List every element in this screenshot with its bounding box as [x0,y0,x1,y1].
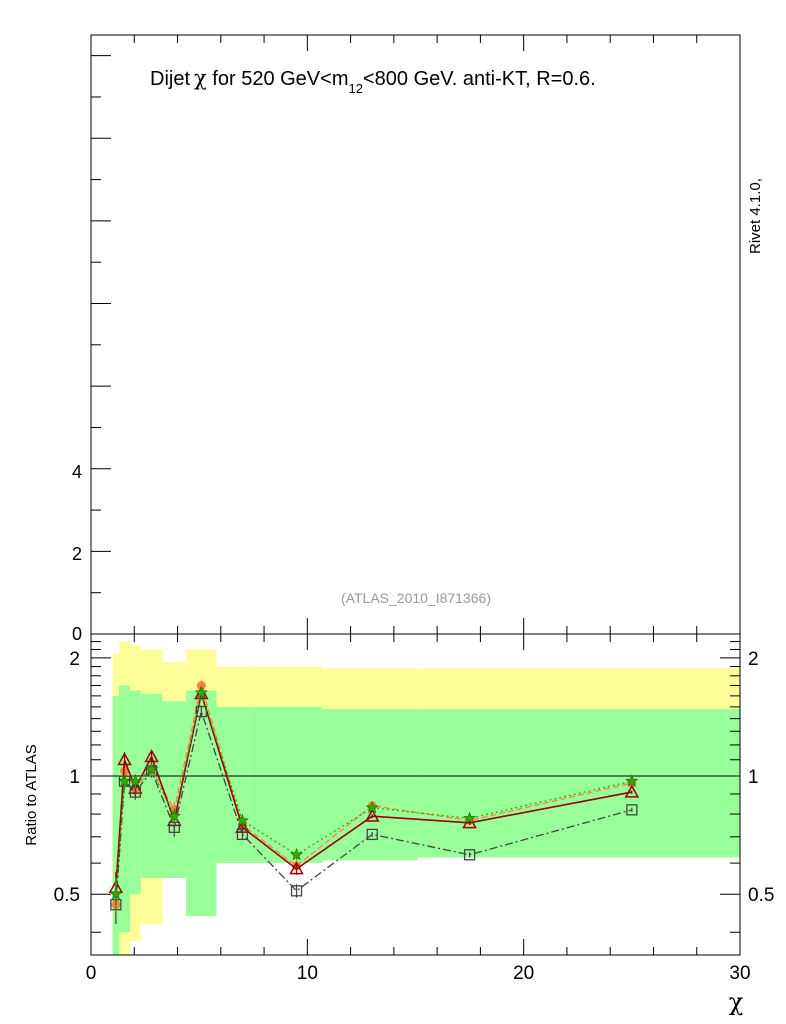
ratio-x-tick-label: 0 [86,963,97,984]
ratio-y-tick-label-left: 2 [69,649,80,670]
ratio-y-tick-label-right: 0.5 [748,885,774,906]
series-point-star [463,811,477,824]
main-panel-frame [90,34,741,635]
series-point-triangle [364,808,380,822]
series-point-square [366,828,378,841]
main-y-tick-label-4: 4 [72,462,82,482]
series-point-star [194,685,208,699]
series-point-square [626,804,638,816]
series-point-star [118,774,131,787]
ratio-x-tick-label: 10 [297,963,318,984]
series-point-star [109,887,123,900]
series-point-star [365,800,379,814]
series-point-square [463,849,476,861]
ratio-y-tick-label-right: 1 [748,767,759,788]
band-inner-bin [248,706,323,864]
series-point-square [195,705,207,718]
series-point-triangle [289,861,304,875]
band-inner-bin [322,709,418,861]
ratio-x-tick-label: 20 [513,963,534,984]
series-point-dot [196,681,206,691]
ratio-ticks [90,634,741,955]
ratio-tick-labels: 0 10 20 30 0.5 0.5 1 1 2 2 [54,649,775,984]
ratio-y-tick-label-left: 0.5 [54,885,80,906]
series-point-star [167,809,181,822]
ratio-panel-frame [90,633,741,956]
ratio-y-axis-label: Ratio to ATLAS [23,744,40,845]
series-point-star [235,813,249,827]
main-y-tick-label-0: 0 [72,624,82,644]
ratio-series [108,680,640,924]
main-ticks [90,35,741,635]
rivet-version-label: Rivet 4.1.0, [747,178,764,254]
main-y-tick-label-2: 2 [72,544,82,564]
band-inner-bin [162,701,187,878]
uncertainty-bands [112,641,740,955]
series-line-square [115,709,633,905]
title-chi: χ [194,66,207,90]
ratio-y-tick-label-right: 2 [748,649,759,670]
series-point-star [145,762,159,775]
main-panel: 4 2 0 Dijet χ for 520 GeV<m12<800 GeV. an… [72,34,764,644]
band-inner-bin [119,685,130,933]
series-point-star [128,774,142,787]
series-point-triangle [117,752,132,766]
series-point-triangle [144,749,159,763]
series-point-star [625,774,639,787]
series-point-square [290,885,303,897]
title-middle: for 520 GeV<m [207,68,349,90]
x-axis-label: χ [729,988,744,1016]
band-inner-bin [417,709,740,858]
series-point-star [290,847,303,861]
band-inner-bin [216,706,249,864]
band-inner-bin [112,695,120,955]
title-subscript: 12 [349,81,363,96]
ratio-x-tick-label: 30 [729,963,750,984]
ratio-panel: 0 10 20 30 0.5 0.5 1 1 2 2 Ratio to ATLAS χ [23,633,775,1016]
chart-title: Dijet χ for 520 GeV<m12<800 GeV. anti-KT,… [150,66,596,96]
ratio-y-tick-label-left: 1 [69,767,80,788]
series-point-square [236,828,249,841]
band-inner-bin [140,693,163,878]
title-prefix: Dijet [150,68,190,90]
title-suffix: <800 GeV. anti-KT, R=0.6. [363,68,596,90]
watermark: (ATLAS_2010_I871366) [341,590,491,606]
series-point-triangle [624,784,640,798]
